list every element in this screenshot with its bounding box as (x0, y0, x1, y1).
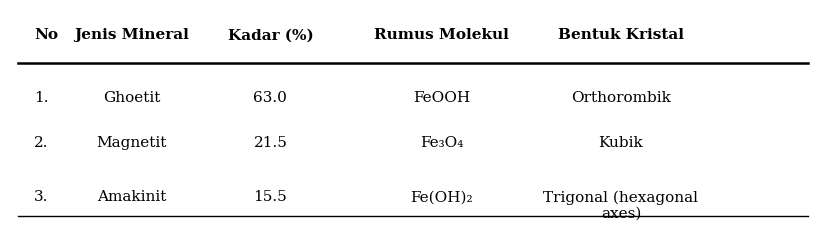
Text: 2.: 2. (34, 136, 48, 150)
Text: Fe₃O₄: Fe₃O₄ (420, 136, 463, 150)
Text: Fe(OH)₂: Fe(OH)₂ (411, 190, 473, 204)
Text: 1.: 1. (34, 91, 48, 105)
Text: 21.5: 21.5 (254, 136, 287, 150)
Text: Trigonal (hexagonal
axes): Trigonal (hexagonal axes) (543, 190, 699, 220)
Text: Kadar (%): Kadar (%) (227, 28, 313, 42)
Text: Kubik: Kubik (599, 136, 643, 150)
Text: 63.0: 63.0 (254, 91, 287, 105)
Text: Rumus Molekul: Rumus Molekul (374, 28, 509, 42)
Text: FeOOH: FeOOH (413, 91, 470, 105)
Text: Jenis Mineral: Jenis Mineral (74, 28, 189, 42)
Text: Ghoetit: Ghoetit (103, 91, 160, 105)
Text: Bentuk Kristal: Bentuk Kristal (558, 28, 684, 42)
Text: No: No (34, 28, 58, 42)
Text: Amakinit: Amakinit (97, 190, 167, 204)
Text: Orthorombik: Orthorombik (571, 91, 671, 105)
Text: Magnetit: Magnetit (97, 136, 167, 150)
Text: 3.: 3. (34, 190, 48, 204)
Text: 15.5: 15.5 (254, 190, 287, 204)
